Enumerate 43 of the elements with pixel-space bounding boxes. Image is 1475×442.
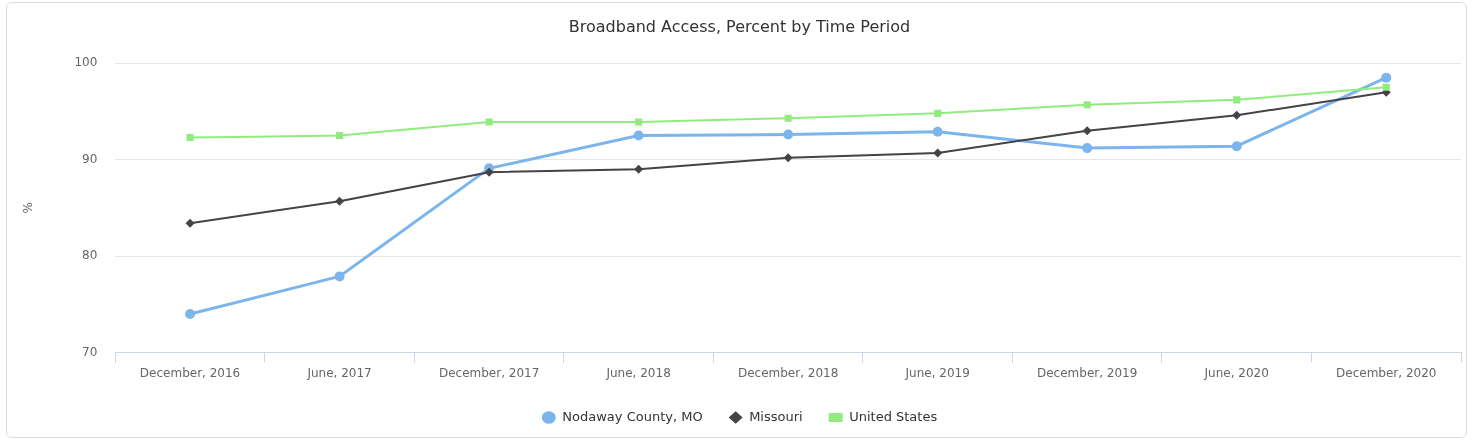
point <box>1082 126 1092 136</box>
point <box>186 133 194 142</box>
x-tick-label: December, 2016 <box>139 365 241 380</box>
point <box>934 109 942 117</box>
point <box>932 126 943 137</box>
y-axis-title: % <box>21 202 36 214</box>
x-tick-label: June, 2020 <box>1203 365 1269 380</box>
point <box>1231 141 1242 152</box>
point <box>1082 143 1093 154</box>
x-tick-label: June, 2017 <box>306 365 372 380</box>
point <box>633 130 644 141</box>
x-tick-label: June, 2018 <box>605 365 671 380</box>
point <box>1083 101 1091 109</box>
x-tick-label: December, 2020 <box>1336 365 1437 380</box>
point <box>783 153 793 163</box>
point <box>484 167 494 177</box>
legend-label: Missouri <box>749 408 803 424</box>
point <box>334 271 345 282</box>
x-tick-label: December, 2019 <box>1036 365 1138 380</box>
point <box>1232 110 1242 120</box>
point <box>1233 96 1241 104</box>
y-tick-label: 70 <box>82 344 98 359</box>
legend-label: Nodaway County, MO <box>562 408 703 424</box>
point <box>336 132 344 140</box>
x-tick-label: December, 2017 <box>438 365 540 380</box>
chart-title: Broadband Access, Percent by Time Period <box>568 16 911 36</box>
point <box>335 196 345 206</box>
point <box>1381 72 1392 83</box>
y-tick-label: 100 <box>74 55 98 70</box>
legend-label: United States <box>849 408 938 424</box>
point <box>485 118 493 126</box>
point <box>783 129 794 140</box>
point <box>933 148 943 158</box>
point <box>784 114 792 122</box>
y-tick-label: 80 <box>82 248 98 263</box>
x-tick-label: December, 2018 <box>737 365 839 380</box>
point <box>185 218 195 228</box>
point <box>1382 83 1390 91</box>
point <box>635 118 643 126</box>
y-tick-label: 90 <box>82 151 98 166</box>
point <box>185 309 196 320</box>
point <box>634 164 644 174</box>
x-tick-label: June, 2019 <box>904 365 970 380</box>
